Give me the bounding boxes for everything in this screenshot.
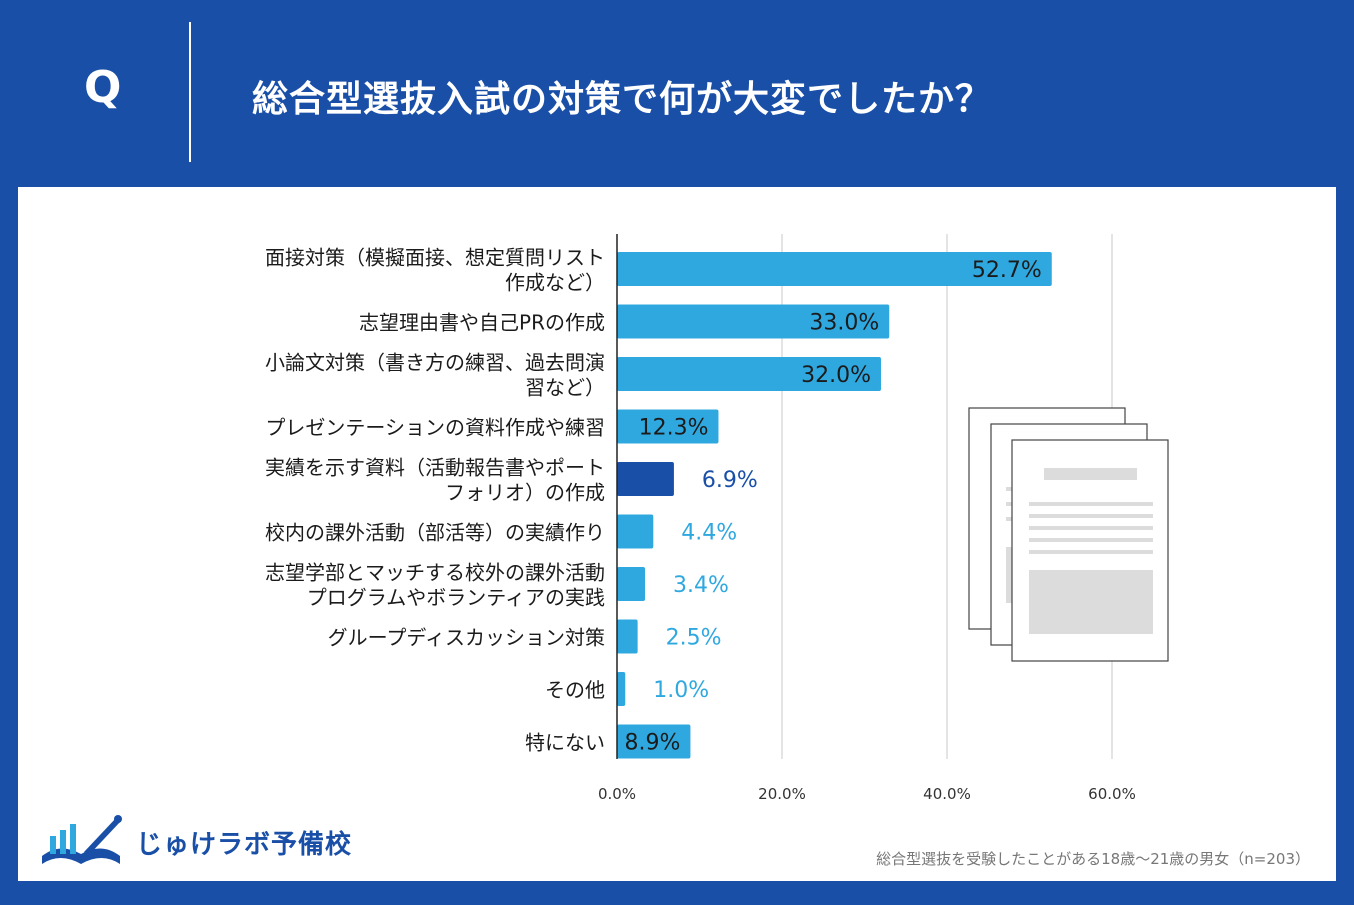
bar [617, 252, 1052, 286]
bar [617, 619, 638, 654]
data-label: 2.5% [666, 626, 722, 651]
x-tick-label: 60.0% [1088, 785, 1136, 803]
data-label: 52.7% [972, 258, 1042, 283]
doc-sheet-front-content [1029, 468, 1153, 634]
bars-layer [617, 252, 1052, 759]
brand-name: じゅけラボ予備校 [136, 829, 353, 860]
bar [617, 462, 674, 496]
doc-sheet-middle-lines [1006, 487, 1014, 603]
category-label: プログラムやボランティアの実践 [307, 586, 605, 610]
bar [617, 514, 654, 549]
bar [617, 567, 646, 601]
bar [617, 724, 691, 759]
data-label: 8.9% [625, 731, 681, 756]
x-tick-label: 40.0% [923, 785, 971, 803]
category-label: 特にない [525, 731, 605, 755]
category-label: 習など） [525, 376, 605, 400]
data-label: 3.4% [673, 573, 729, 598]
header-divider [189, 22, 191, 162]
category-label: 校内の課外活動（部活等）の実績作り [265, 521, 605, 545]
category-label: 実績を示す資料（活動報告書やポート [265, 456, 605, 480]
category-label: 面接対策（模擬面接、想定質問リスト [265, 246, 605, 270]
data-label: 33.0% [809, 311, 879, 336]
category-label: 小論文対策（書き方の練習、過去問演 [265, 351, 605, 375]
category-label: 志望理由書や自己PRの作成 [359, 311, 605, 335]
x-tick-label: 0.0% [598, 785, 636, 803]
category-label: プレゼンテーションの資料作成や練習 [265, 416, 605, 440]
bar-chart: 0.0% 20.0% 40.0% 60.0% 52.7% 面接対策（模擬面接、想定質問リス… [265, 234, 1169, 804]
x-tick-label: 20.0% [758, 785, 806, 803]
data-label: 32.0% [801, 363, 871, 388]
labels-layer: 0.0% 20.0% 40.0% 60.0% 52.7% 面接対策（模擬面接、想定質問リス… [265, 246, 1136, 804]
category-label: グループディスカッション対策 [328, 626, 605, 650]
chart-panel: 0.0% 20.0% 40.0% 60.0% 52.7% 面接対策（模擬面接、想定質問リス… [18, 187, 1336, 881]
data-label: 1.0% [653, 678, 709, 703]
page-title: 総合型選抜入試の対策で何が大変でしたか？ [252, 79, 993, 120]
bar [617, 409, 719, 444]
data-label: 4.4% [681, 521, 737, 546]
bar [617, 304, 890, 339]
category-label: 作成など） [505, 271, 605, 295]
question-letter: Q [84, 62, 122, 113]
category-label: その他 [545, 678, 605, 702]
brand-logo: じゅけラボ予備校 [36, 812, 352, 872]
open-book-icon [42, 815, 122, 864]
category-label: フォリオ）の作成 [445, 481, 605, 505]
data-label: 12.3% [639, 416, 709, 441]
data-label: 6.9% [702, 468, 758, 493]
category-label: 志望学部とマッチする校外の課外活動 [265, 561, 605, 585]
bar [617, 672, 626, 706]
bar [617, 357, 881, 391]
document-illustration [968, 407, 1169, 662]
survey-footnote: 総合型選抜を受験したことがある18歳～21歳の男女（n=203） [876, 850, 1310, 868]
